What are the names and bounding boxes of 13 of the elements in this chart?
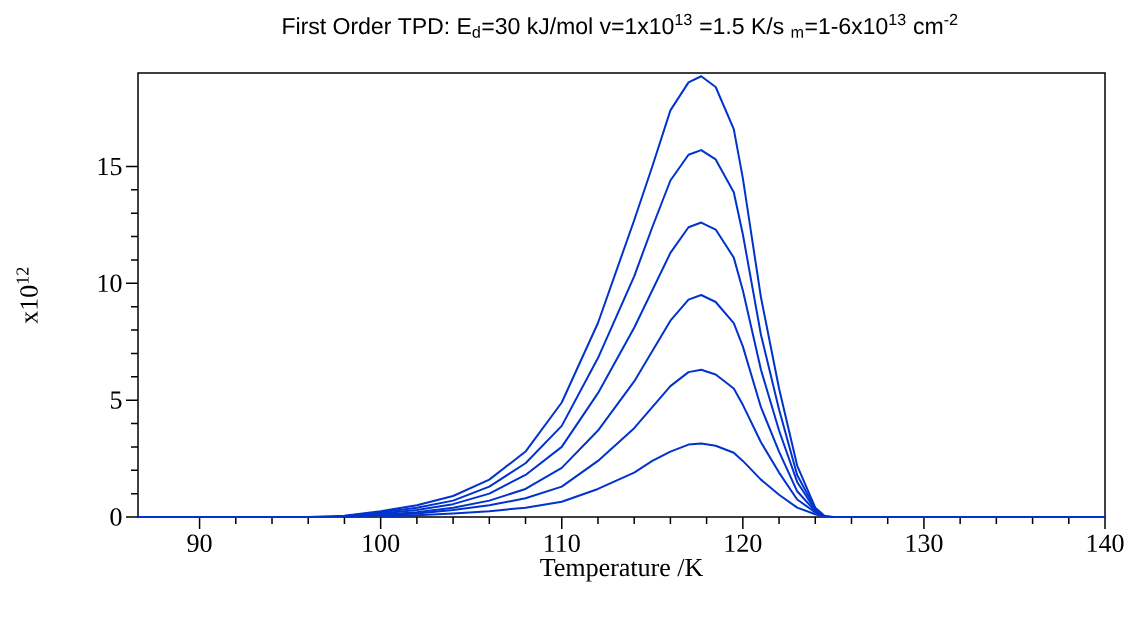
y-tick-label: 0: [110, 508, 122, 526]
x-tick-label: 90: [187, 534, 212, 553]
x-tick-label: 110: [545, 534, 580, 553]
chart-title: First Order TPD: E$_{d}$=30 kJ/mol v=1x10$^{13}$ =1.5 K/s $_{m}$=1-6x10$^{13}$ cm$^{-2}$: [283, 13, 958, 38]
x-tick-label: 130: [906, 534, 943, 553]
x-tick-label: 140: [1087, 534, 1124, 553]
y-tick-label: 5: [110, 391, 122, 409]
y-axis-title: x10$^{12}$: [16, 267, 38, 324]
x-tick-label: 120: [725, 534, 762, 553]
x-axis-title: Temperature /K: [540, 558, 704, 582]
y-tick-label: 10: [98, 274, 122, 293]
y-tick-label: 15: [98, 157, 122, 176]
x-tick-label: 100: [363, 534, 400, 553]
